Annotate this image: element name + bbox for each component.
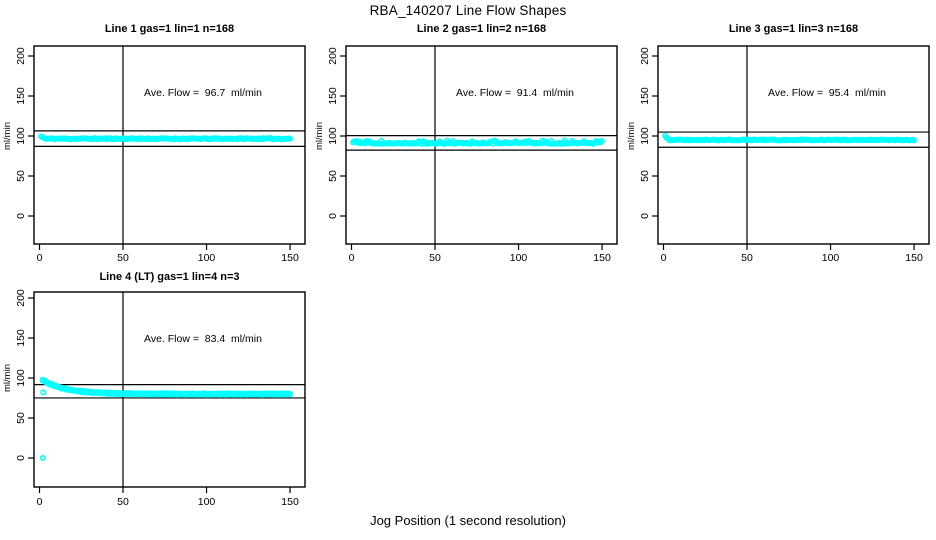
panel-1-ave-flow-annotation: Ave. Flow = 96.7 ml/min <box>144 87 262 99</box>
y-tick-label: 150 <box>15 87 27 105</box>
plot-box <box>33 45 306 245</box>
plot-box <box>33 291 306 488</box>
y-tick-label: 100 <box>639 127 651 145</box>
y-tick-label: 150 <box>15 329 27 347</box>
y-tick-label: 100 <box>327 127 339 145</box>
x-tick-label: 0 <box>349 252 355 264</box>
data-point <box>39 454 46 461</box>
x-tick-label: 50 <box>117 496 129 508</box>
panel-3-ave-flow-annotation: Ave. Flow = 95.4 ml/min <box>768 87 886 99</box>
y-axis-unit-label: ml/min <box>2 122 13 150</box>
x-tick-label: 150 <box>593 252 611 264</box>
panel-4-title: Line 4 (LT) gas=1 lin=4 n=3 <box>99 271 240 283</box>
data-point <box>598 138 605 145</box>
y-tick-label: 0 <box>15 213 27 219</box>
plot-box <box>345 45 618 245</box>
y-tick-label: 150 <box>639 87 651 105</box>
x-tick-label: 0 <box>661 252 667 264</box>
panel-1-title: Line 1 gas=1 lin=1 n=168 <box>104 23 235 35</box>
x-tick-label: 100 <box>510 252 528 264</box>
data-point <box>286 135 293 142</box>
y-tick-label: 200 <box>15 47 27 65</box>
x-tick-label: 0 <box>37 252 43 264</box>
y-tick-label: 100 <box>15 369 27 387</box>
y-tick-label: 100 <box>15 127 27 145</box>
panel-3-title: Line 3 gas=1 lin=3 n=168 <box>728 23 859 35</box>
x-tick-label: 100 <box>198 252 216 264</box>
data-point <box>910 137 917 144</box>
y-tick-label: 50 <box>15 412 27 424</box>
panel-4-ave-flow-annotation: Ave. Flow = 83.4 ml/min <box>144 333 262 345</box>
y-tick-label: 0 <box>639 213 651 219</box>
x-tick-label: 100 <box>822 252 840 264</box>
y-tick-label: 50 <box>327 170 339 182</box>
x-tick-label: 150 <box>281 496 299 508</box>
y-axis-unit-label: ml/min <box>2 364 13 392</box>
y-tick-label: 0 <box>15 455 27 461</box>
y-tick-label: 200 <box>639 47 651 65</box>
panel-4: 0 50 100 150 0 50 100 150 200 ml/min <box>2 289 306 508</box>
x-tick-label: 100 <box>198 496 216 508</box>
x-axis-shared-label: Jog Position (1 second resolution) <box>370 513 566 528</box>
x-tick-label: 50 <box>429 252 441 264</box>
y-tick-label: 200 <box>327 47 339 65</box>
panel-2-title: Line 2 gas=1 lin=2 n=168 <box>416 23 547 35</box>
x-tick-label: 0 <box>37 496 43 508</box>
panel-3: 0 50 100 150 0 50 100 150 200 ml/min <box>626 45 930 264</box>
y-tick-label: 150 <box>327 87 339 105</box>
panel-2: 0 50 100 150 0 50 100 150 200 ml/min <box>314 45 618 264</box>
y-axis-unit-label: ml/min <box>314 122 325 150</box>
x-tick-label: 50 <box>117 252 129 264</box>
panel-2-ave-flow-annotation: Ave. Flow = 91.4 ml/min <box>456 87 574 99</box>
y-tick-label: 200 <box>15 289 27 307</box>
y-tick-label: 0 <box>327 213 339 219</box>
x-tick-label: 150 <box>281 252 299 264</box>
data-point <box>286 391 293 398</box>
chart-main-title: RBA_140207 Line Flow Shapes <box>369 3 567 18</box>
data-point <box>40 389 47 396</box>
y-tick-label: 50 <box>15 170 27 182</box>
y-axis-unit-label: ml/min <box>626 122 637 150</box>
x-tick-label: 150 <box>905 252 923 264</box>
panel-1: 0 50 100 150 0 50 100 150 200 ml/min <box>2 45 306 264</box>
plot-box <box>657 45 930 245</box>
x-tick-label: 50 <box>741 252 753 264</box>
y-tick-label: 50 <box>639 170 651 182</box>
